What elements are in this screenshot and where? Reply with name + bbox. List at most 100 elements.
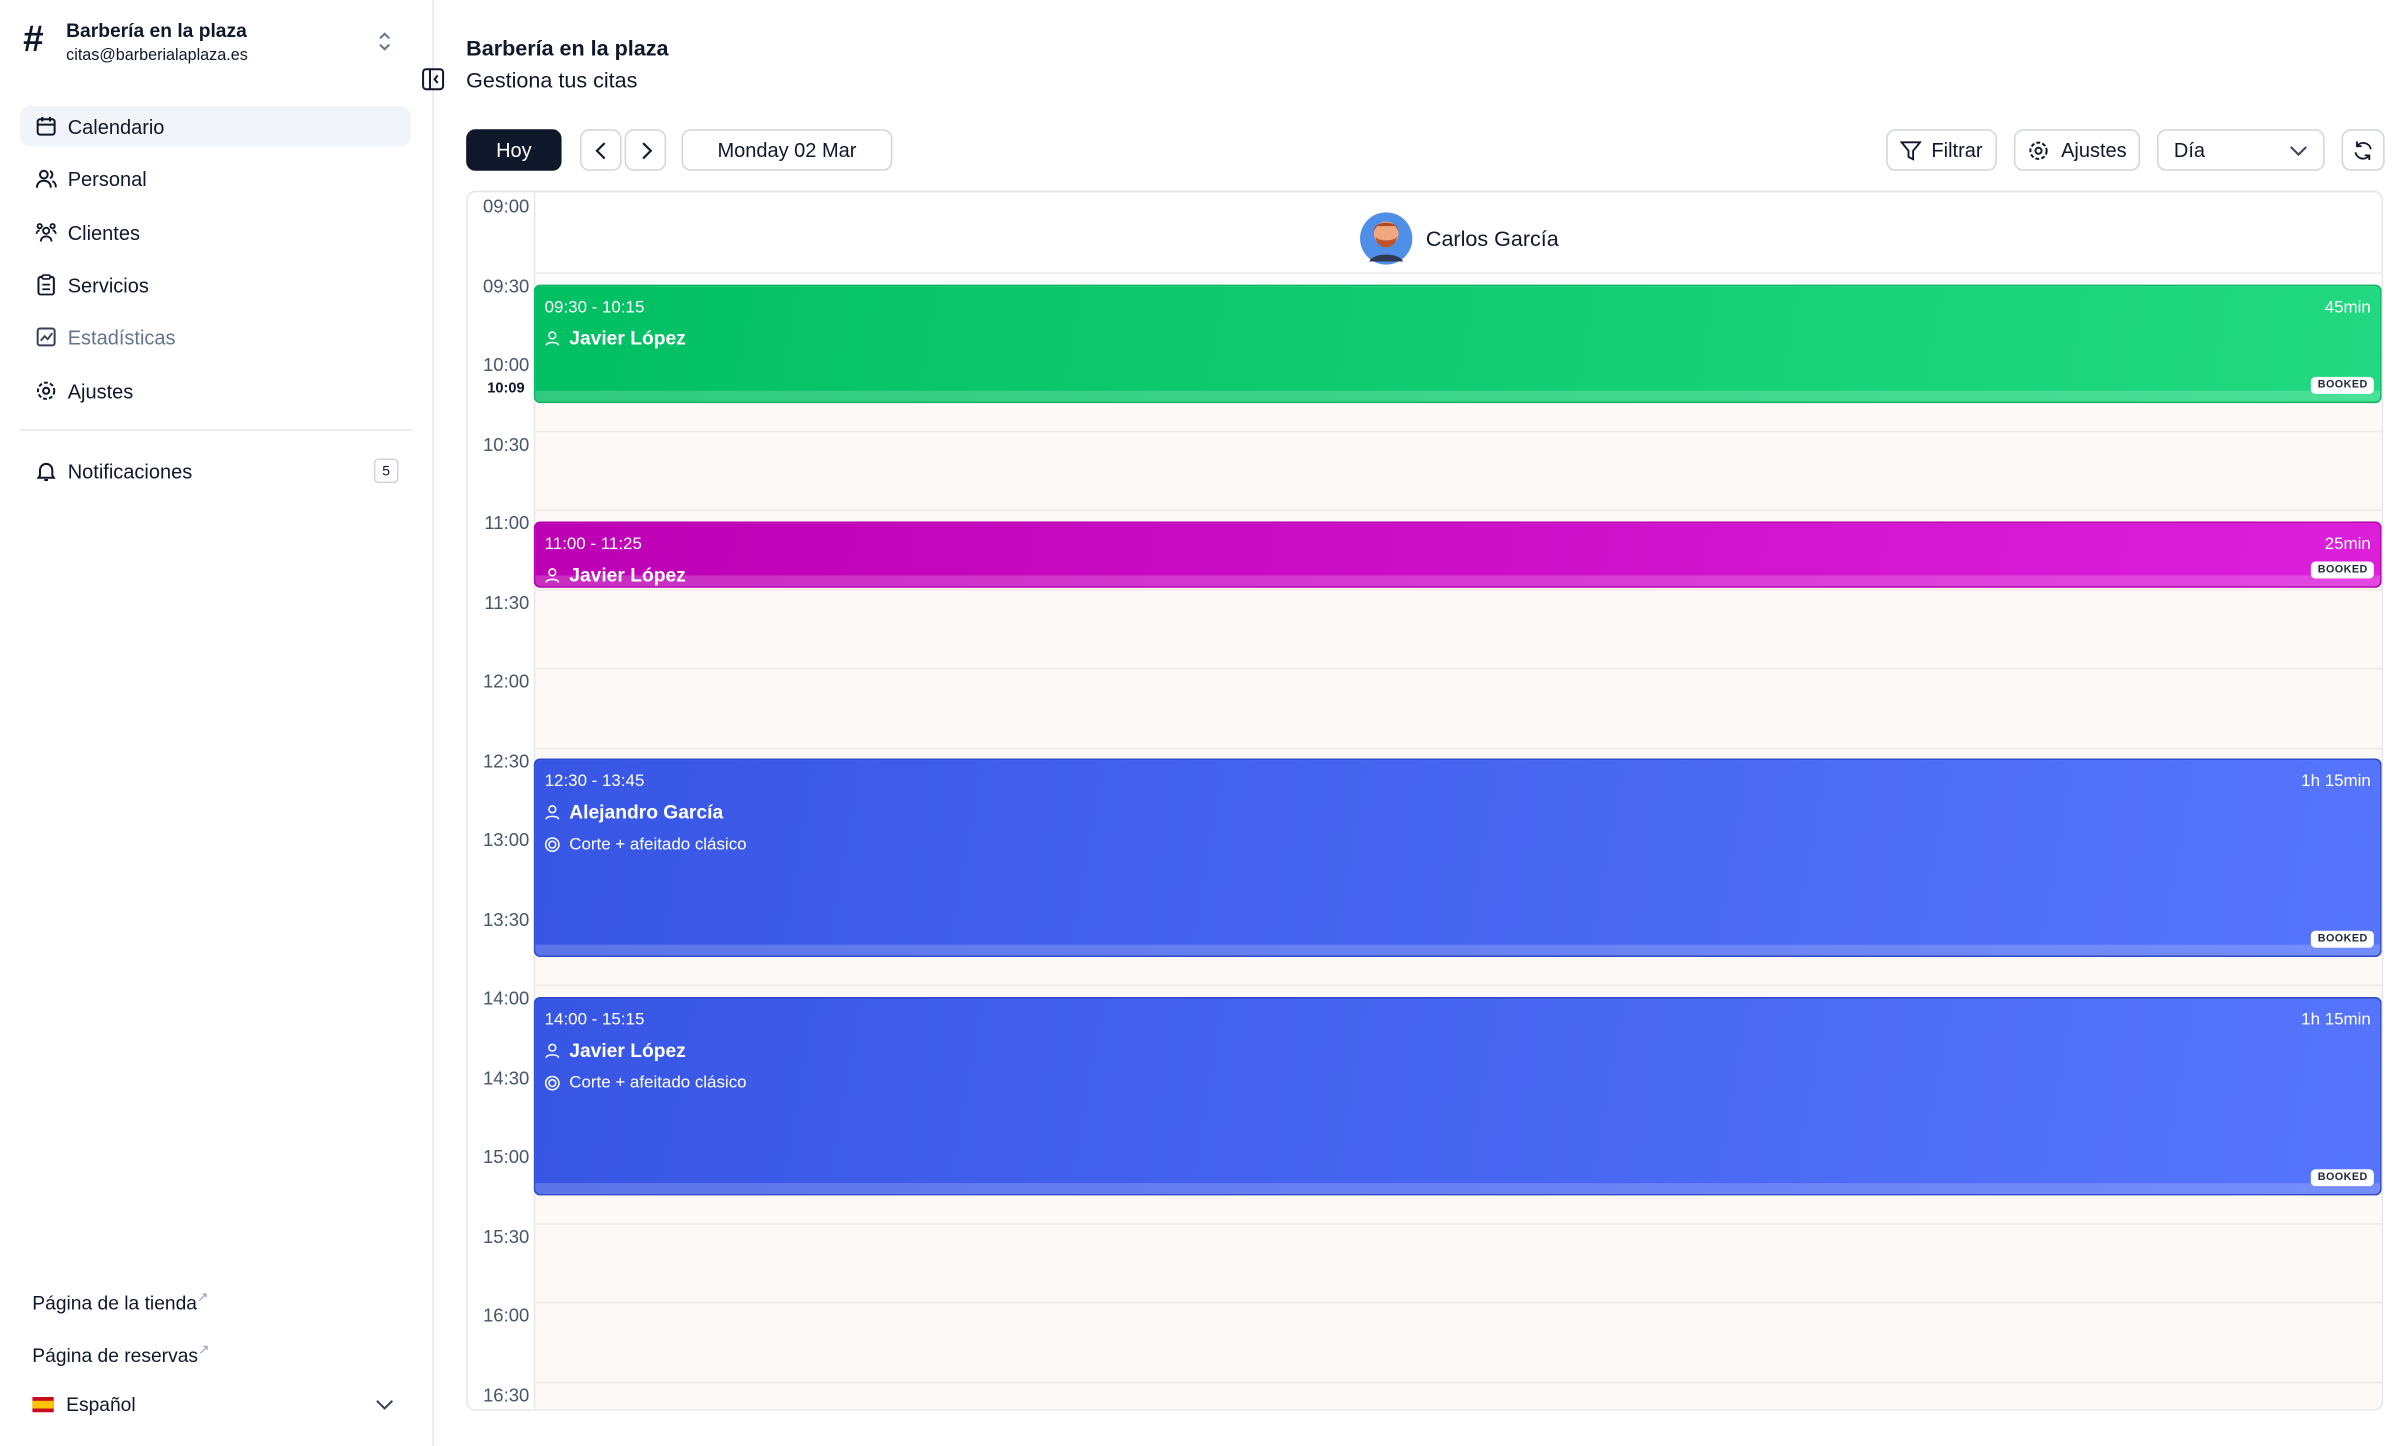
logo: #: [23, 18, 44, 61]
strip: [535, 390, 2381, 402]
appointment-client: Javier López: [545, 327, 686, 350]
time-label: 16:00: [483, 1304, 530, 1327]
language-select[interactable]: Español: [32, 1393, 401, 1416]
prev-button[interactable]: [580, 129, 622, 171]
appointment-client: Alejandro García: [545, 801, 724, 824]
slot-line: [533, 1380, 2382, 1383]
view-label: Día: [2173, 138, 2206, 162]
divider: [20, 429, 413, 431]
person-icon: [545, 1043, 560, 1059]
view-select[interactable]: Día: [2156, 129, 2325, 171]
appointment-service: Corte + afeitado clásico: [544, 1073, 747, 1093]
service-name: Corte + afeitado clásico: [569, 1073, 747, 1093]
next-button[interactable]: [624, 129, 667, 171]
time-label: 09:00: [483, 195, 530, 217]
appointment-client: Javier López: [545, 564, 686, 587]
time-label: 14:00: [483, 987, 530, 1010]
icon: [35, 223, 57, 242]
time-label: 13:00: [483, 829, 530, 851]
nav-label: Calendario: [67, 114, 165, 138]
time-label: 12:00: [483, 670, 530, 693]
time-label: 13:30: [483, 908, 530, 931]
slot-line: [533, 271, 2382, 274]
icon: [36, 462, 56, 482]
external-icon: ↗: [198, 1341, 210, 1357]
icon: [36, 116, 56, 136]
strip: [535, 944, 2381, 956]
client-name: Javier López: [569, 327, 686, 350]
person-icon: [545, 805, 560, 820]
slot-line: [533, 588, 2382, 591]
booking-link[interactable]: Página de reservas↗: [32, 1342, 209, 1367]
business-email: citas@barberialaplaza.es: [66, 46, 248, 65]
date-picker[interactable]: Monday 02 Mar: [681, 129, 893, 171]
person-icon: [545, 568, 560, 583]
notifications[interactable]: Notificaciones 5: [20, 451, 411, 491]
strip: [535, 1183, 2381, 1194]
time-label: 10:30: [483, 433, 530, 455]
slot-line: [533, 1222, 2382, 1224]
sidebar-toggle[interactable]: [422, 68, 445, 91]
filter-label: Filtrar: [1931, 138, 1983, 162]
time-label: 10:00: [483, 353, 530, 376]
account-switcher[interactable]: [375, 31, 393, 53]
flag: [32, 1396, 54, 1413]
service-icon: [544, 1075, 560, 1091]
refresh-button[interactable]: [2341, 129, 2385, 171]
client-name: Javier López: [569, 564, 686, 587]
appointment-duration: 45min: [2324, 298, 2371, 317]
client-name: Alejandro García: [569, 801, 724, 824]
nav-item[interactable]: Clientes: [20, 212, 411, 252]
store-link[interactable]: Página de la tienda↗: [32, 1289, 208, 1314]
filter-button[interactable]: Filtrar: [1886, 129, 1997, 171]
icon: [37, 274, 55, 296]
client-name: Javier López: [569, 1040, 686, 1062]
notifications-count: 5: [373, 458, 399, 484]
time-label: 12:30: [483, 750, 530, 772]
icon: [36, 327, 56, 347]
slot-line: [533, 1301, 2382, 1304]
business-name: Barbería en la plaza: [66, 20, 247, 42]
appointment[interactable]: 12:30 - 13:45 1h 15min Alejandro García Cor…: [533, 758, 2382, 957]
slot-line: [533, 509, 2382, 511]
sidebar: # Barbería en la plaza citas@barberialap…: [0, 0, 434, 1446]
slot-line: [533, 984, 2382, 987]
nav-item[interactable]: Servicios: [20, 265, 411, 305]
slot-line: [533, 746, 2382, 749]
time-label: 14:30: [483, 1066, 530, 1089]
appointment-time: 12:30 - 13:45: [544, 772, 645, 791]
appointment-duration: 1h 15min: [2301, 1010, 2371, 1030]
current-time: 10:09: [487, 380, 525, 397]
nav-label: Ajustes: [67, 379, 134, 403]
nav-label: Clientes: [67, 220, 140, 244]
chevron: [376, 1400, 394, 1410]
appointment-service: Corte + afeitado clásico: [544, 835, 747, 854]
appointment[interactable]: 14:00 - 15:15 1h 15min Javier López Corte +…: [533, 996, 2382, 1196]
appointment[interactable]: 11:00 - 11:25 25min Javier López BOOKED: [533, 521, 2382, 588]
appointment-time: 11:00 - 11:25: [544, 535, 642, 554]
appointment[interactable]: 09:30 - 10:15 45min Javier López BOOKED: [533, 284, 2382, 404]
status-badge: BOOKED: [2311, 561, 2374, 579]
link-label: Página de reservas: [32, 1344, 199, 1367]
settings-button[interactable]: Ajustes: [2013, 129, 2141, 171]
language-label: Español: [66, 1393, 136, 1416]
chevron: [2290, 145, 2307, 156]
status-badge: BOOKED: [2311, 930, 2374, 948]
nav-item[interactable]: Ajustes: [20, 371, 411, 411]
staff-name: Carlos García: [1425, 226, 1559, 251]
today-button[interactable]: Hoy: [466, 129, 562, 171]
icon: [37, 381, 56, 400]
time-label: 15:00: [483, 1146, 530, 1168]
time-label: 15:30: [483, 1225, 530, 1247]
nav-label: Estadísticas: [67, 325, 176, 349]
nav-item[interactable]: Calendario: [20, 106, 411, 147]
nav-item[interactable]: Estadísticas: [20, 317, 411, 357]
icon: [641, 141, 652, 159]
page-title: Barbería en la plaza: [466, 35, 669, 61]
external-icon: ↗: [196, 1289, 209, 1305]
nav-item[interactable]: Personal: [20, 158, 411, 198]
link-label: Página de la tienda: [32, 1292, 197, 1315]
time-label: 11:30: [484, 591, 530, 614]
service-name: Corte + afeitado clásico: [569, 835, 747, 854]
